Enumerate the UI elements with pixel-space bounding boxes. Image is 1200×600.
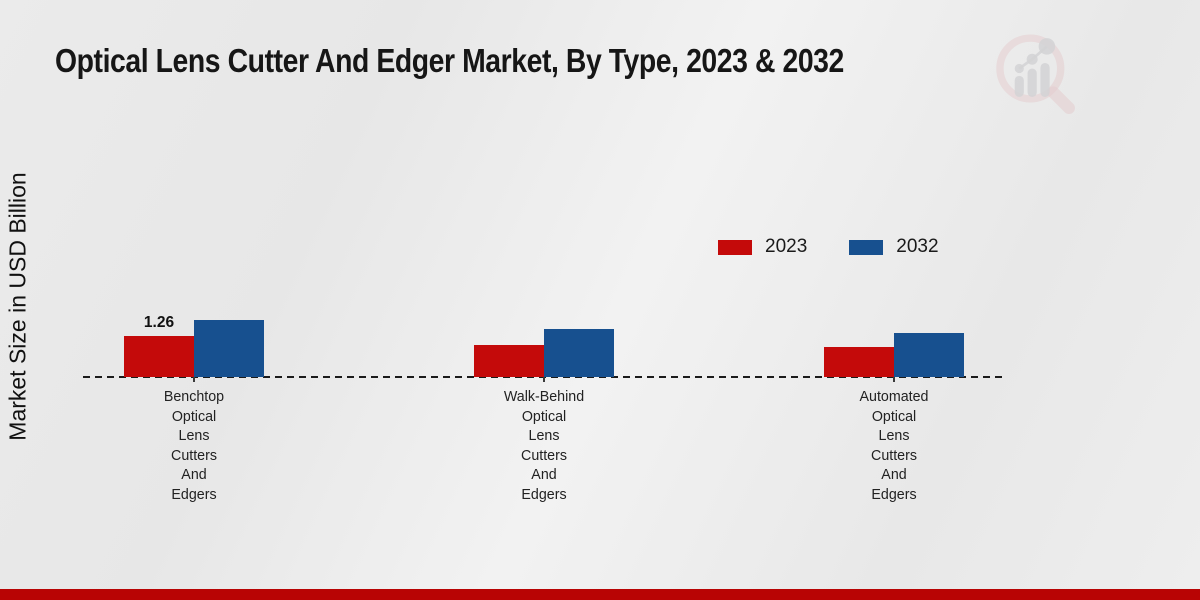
category-label: Benchtop Optical Lens Cutters And Edgers [163, 388, 225, 503]
legend-item-2023: 2023 [718, 236, 807, 258]
bar-value-label: 1.26 [143, 314, 175, 331]
x-axis-tick [893, 377, 895, 382]
legend-label: 2032 [896, 236, 939, 257]
legend: 2023 2032 [718, 236, 939, 258]
legend-item-2032: 2032 [849, 236, 939, 258]
x-axis-tick [543, 377, 545, 382]
legend-swatch [718, 239, 752, 255]
category-label: Automated Optical Lens Cutters And Edgers [859, 388, 929, 503]
x-axis-tick [193, 377, 195, 382]
category-label: Walk-Behind Optical Lens Cutters And Edgers [503, 388, 585, 503]
y-axis-label: Market Size in USD Billion [4, 172, 31, 441]
bar-2023-cat2 [824, 347, 894, 377]
market-research-future-logo-watermark [996, 34, 1075, 115]
bar-2023-cat0 [124, 336, 194, 377]
footer-accent-bar [0, 589, 1200, 600]
legend-swatch [849, 239, 884, 255]
bar-2032-cat1 [544, 329, 614, 377]
bar-2032-cat0 [194, 320, 264, 377]
plot-area: Benchtop Optical Lens Cutters And Edgers Walk-… [83, 0, 1005, 503]
bar-2023-cat1 [474, 345, 544, 377]
legend-label: 2023 [765, 236, 808, 257]
bar-2032-cat2 [894, 333, 964, 377]
chart-title: Optical Lens Cutter And Edger Market, By… [55, 42, 844, 79]
